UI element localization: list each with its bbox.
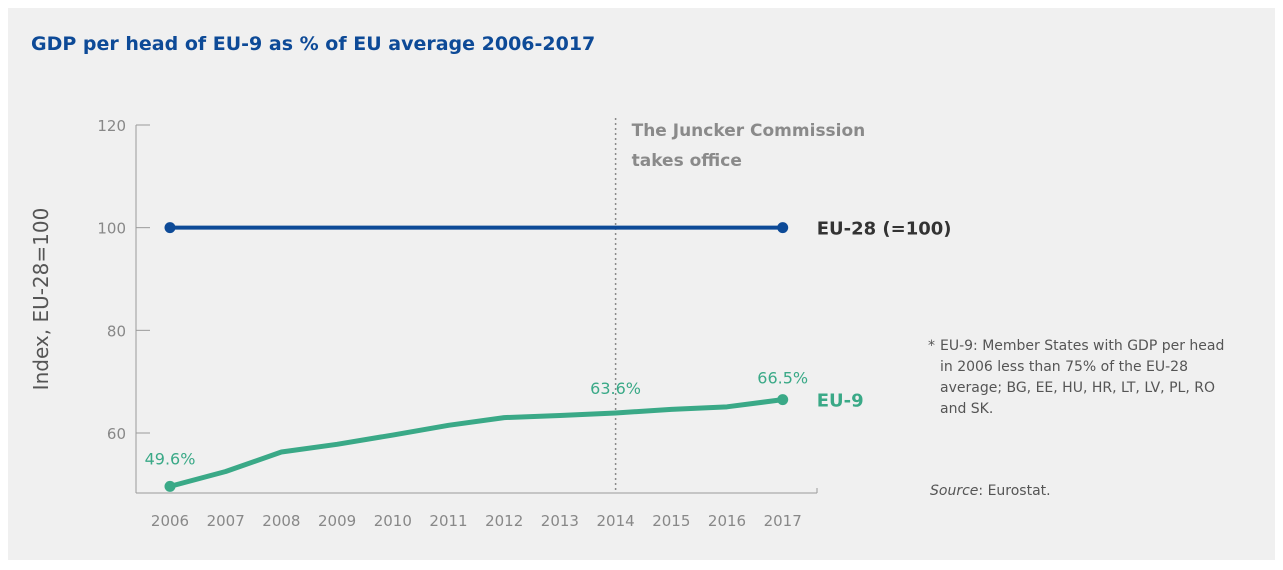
y-axis-label: Index, EU-28=100 xyxy=(29,208,53,391)
series-label-eu28: EU-28 (=100) xyxy=(817,219,952,240)
source-text: : Eurostat. xyxy=(978,483,1051,499)
x-tick-label: 2008 xyxy=(262,512,300,530)
x-tick-label: 2006 xyxy=(151,512,189,530)
footnote-text: EU-9: Member States with GDP per head in… xyxy=(940,338,1225,417)
x-tick-label: 2017 xyxy=(764,512,802,530)
x-tick-label: 2007 xyxy=(207,512,245,530)
x-tick-label: 2013 xyxy=(541,512,579,530)
series-line-eu9 xyxy=(167,397,786,489)
footnote-marker: * xyxy=(928,338,935,354)
series-label-eu9: EU-9 xyxy=(817,391,864,412)
data-label: 66.5% xyxy=(757,369,808,388)
data-label: 49.6% xyxy=(145,449,196,468)
chart-panel xyxy=(8,8,1275,560)
x-tick-label: 2010 xyxy=(374,512,412,530)
x-tick-label: 2014 xyxy=(597,512,635,530)
x-tick-label: 2016 xyxy=(708,512,746,530)
series-point-eu28 xyxy=(777,222,789,234)
y-tick-label: 60 xyxy=(107,425,126,443)
x-tick-label: 2011 xyxy=(429,512,467,530)
x-tick-label: 2015 xyxy=(652,512,690,530)
source-label: Source xyxy=(930,483,979,499)
series-point-eu9 xyxy=(164,480,176,492)
footnote: * EU-9: Member States with GDP per head … xyxy=(928,336,1238,420)
x-tick-label: 2009 xyxy=(318,512,356,530)
y-tick-label: 120 xyxy=(97,117,126,135)
series-point-eu9 xyxy=(777,394,789,406)
event-marker-label: takes office xyxy=(632,151,742,171)
x-tick-label: 2012 xyxy=(485,512,523,530)
event-marker-label: The Juncker Commission xyxy=(632,121,866,141)
y-tick-label: 80 xyxy=(107,322,126,340)
chart-title: GDP per head of EU-9 as % of EU average … xyxy=(31,33,596,55)
y-tick-label: 100 xyxy=(97,220,126,238)
data-label: 63.6% xyxy=(590,379,641,398)
source-note: Source: Eurostat. xyxy=(930,483,1051,499)
series-point-eu28 xyxy=(164,222,176,234)
